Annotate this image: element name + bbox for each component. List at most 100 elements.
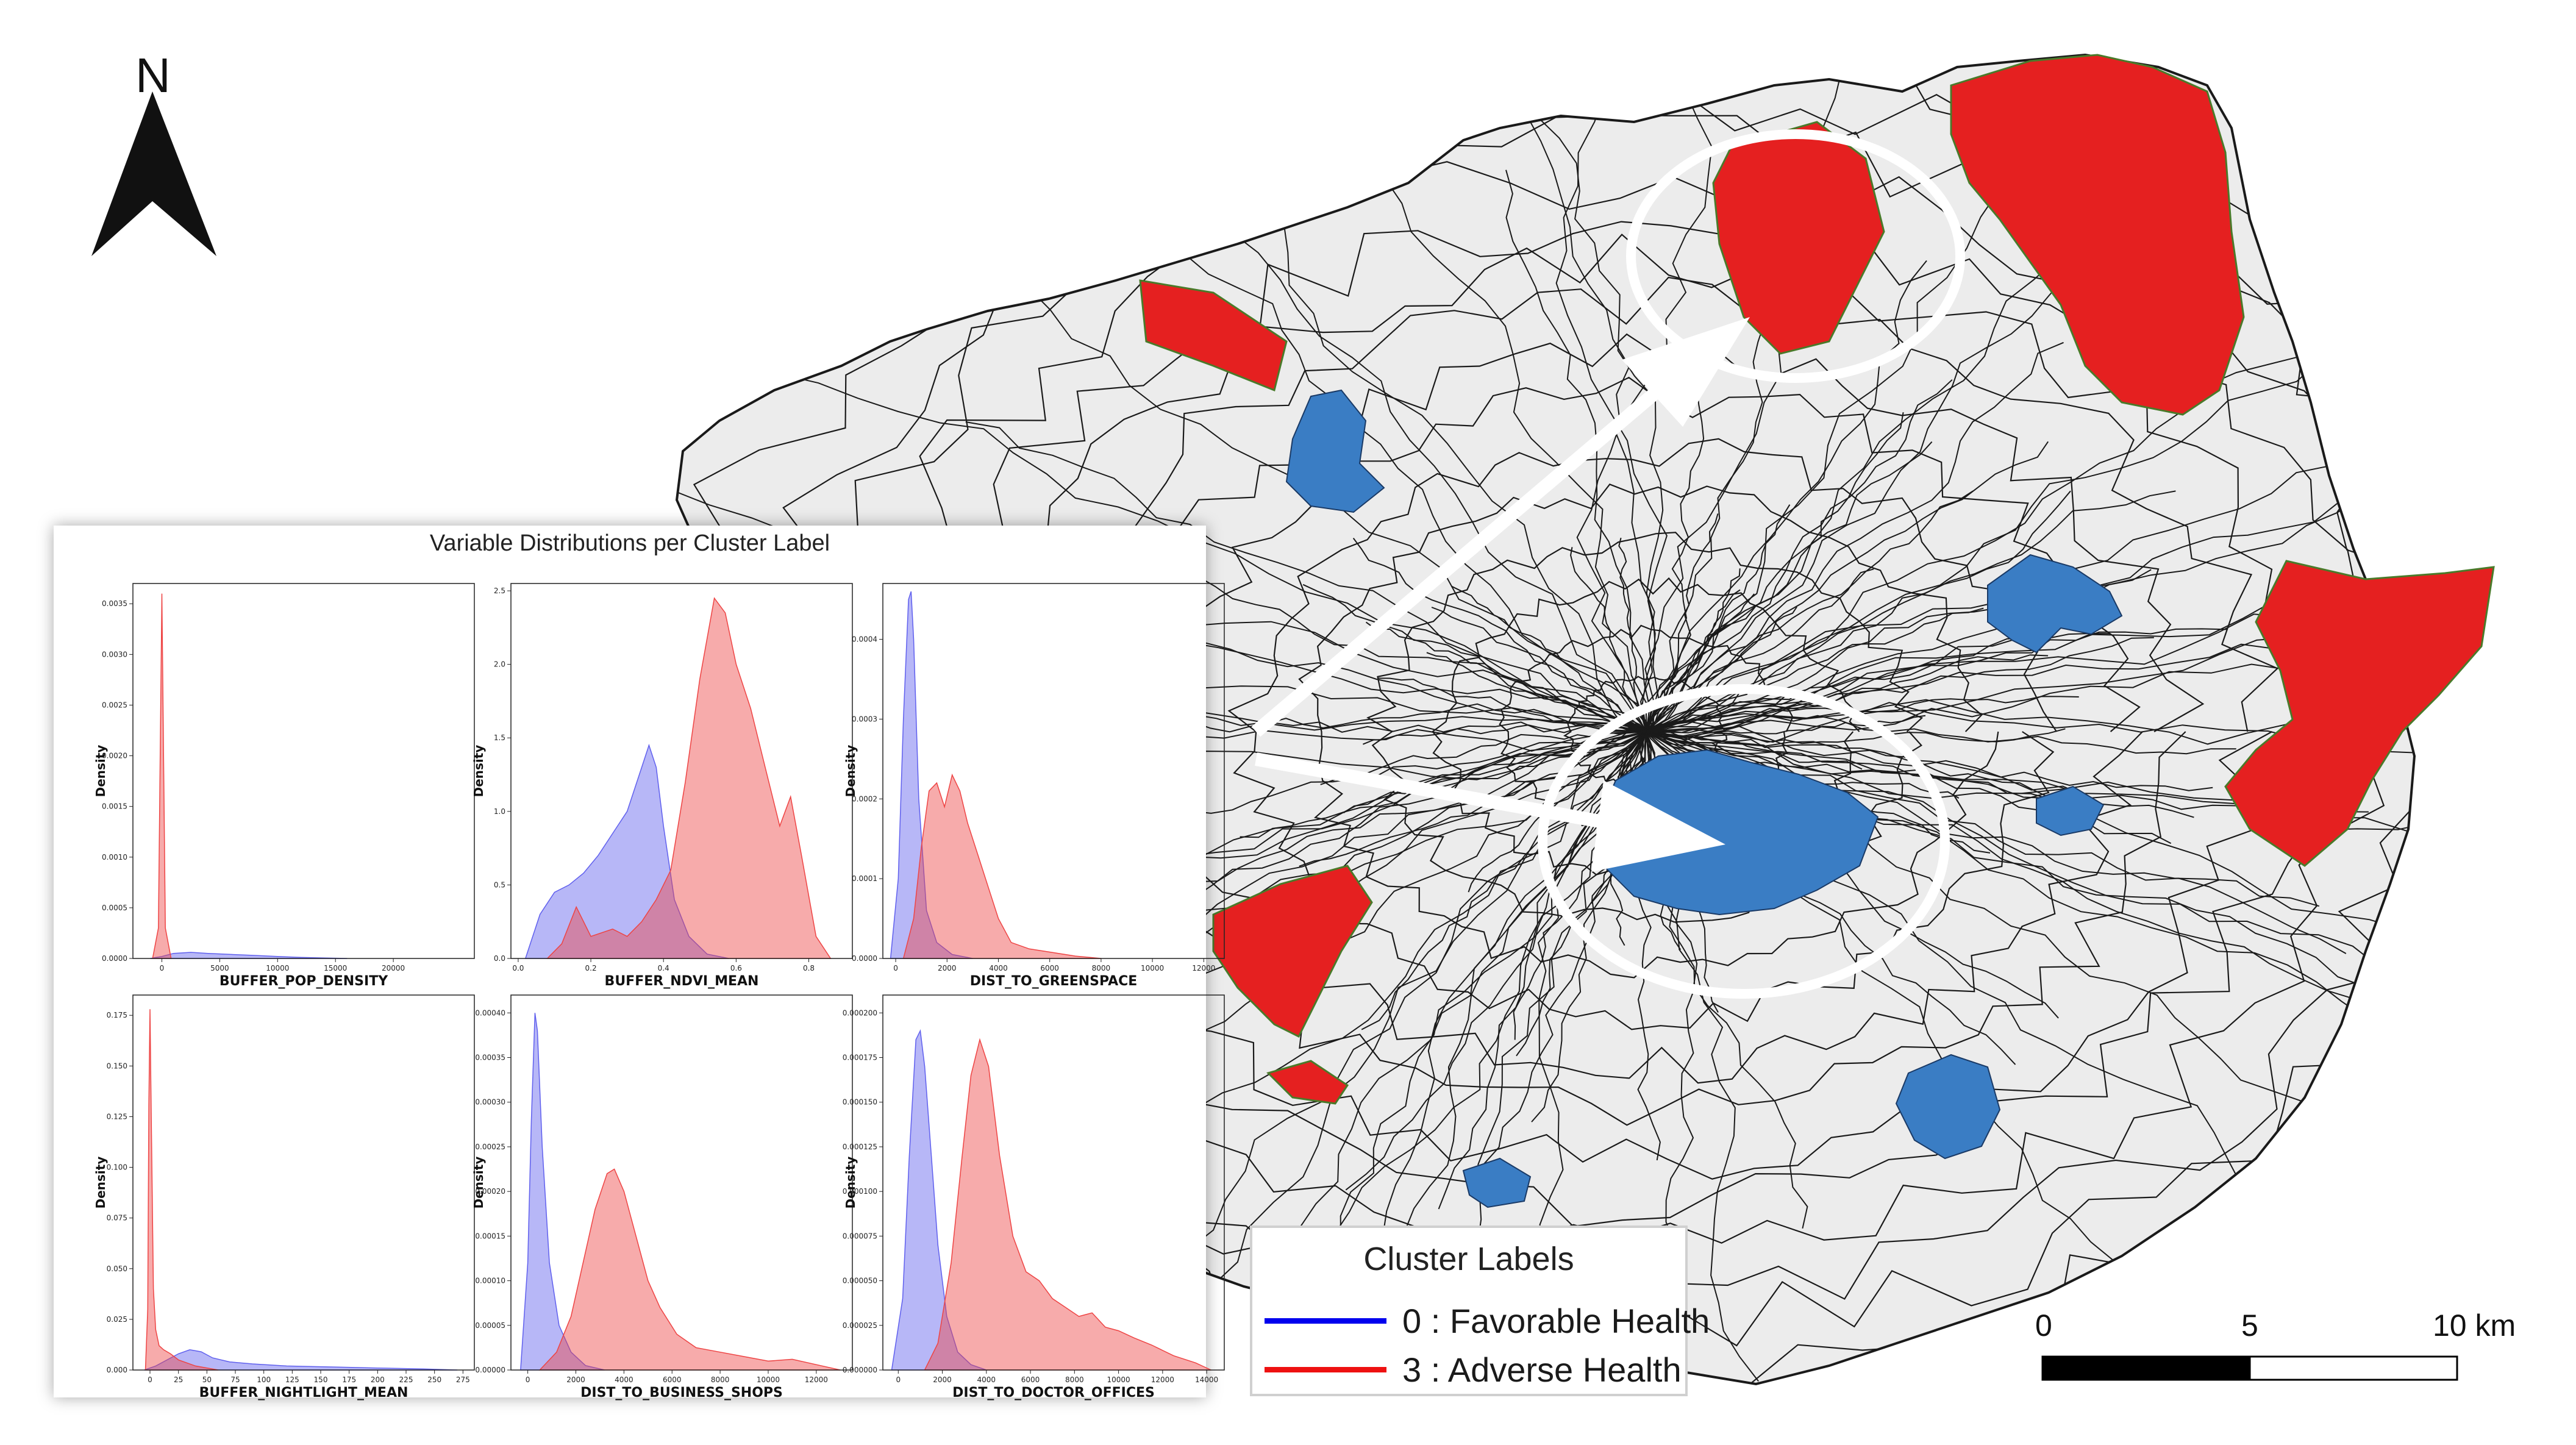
boundary-line [1646,651,2414,733]
favorable-area-5 [1462,1157,1532,1208]
boundary-line [1431,607,1647,732]
x-tick-label: 0.6 [730,964,742,972]
plot-frame [882,994,1225,1371]
boundary-line [1150,731,1647,820]
y-axis-label: Density [93,1157,108,1209]
x-axis-label: BUFFER_POP_DENSITY [219,974,388,989]
x-tick-label: 175 [342,1375,356,1384]
adverse-area-3 [2224,560,2495,867]
y-tick-label: 0.00000 [475,1366,505,1374]
boundary-line [1646,379,1953,732]
density-area-cluster-0 [891,1029,987,1371]
legend-label-favorable: 0 : Favorable Health [1402,1301,1710,1340]
boundary-line [1374,90,1647,732]
favorable-health-areas [1285,389,2123,1208]
x-tick-label: 0.8 [803,964,815,972]
highlight-annotations [1251,129,1965,999]
boundary-line [1255,731,1647,1303]
x-tick-label: 4000 [989,964,1008,972]
legend-title: Cluster Labels [1363,1241,1574,1277]
callout-arrowhead-north [1622,317,1750,427]
x-tick-label: 150 [314,1375,328,1384]
boundary-line [1646,637,2154,732]
x-tick-label: 10000 [1141,964,1164,972]
x-tick-label: 0 [896,1375,901,1384]
y-tick-label: 0.00040 [475,1008,505,1017]
x-tick-label: 0.4 [658,964,669,972]
boundary-line [1377,677,1647,732]
boundary-line [1646,607,1984,732]
y-tick-label: 2.5 [494,587,505,595]
boundary-line [1150,204,1647,732]
x-tick-label: 6000 [1021,1375,1040,1384]
scale-bar-white [2249,1355,2458,1381]
x-tick-label: 0 [526,1375,530,1384]
y-axis-label: Density [471,745,486,797]
legend-swatch-adverse [1265,1366,1386,1372]
inset-title: Variable Distributions per Cluster Label [429,530,830,556]
boundary-line [1646,441,2049,732]
north-arrow-icon [91,91,216,256]
boundary-line [1646,702,2414,754]
kde-panel-buffer-nightlight-mean: 0 25 50 75 100 125 150 175 200 225 250 275 0.000 0.02… [93,989,475,1404]
x-tick-label: 125 [285,1375,299,1384]
plot-frame [882,583,1225,959]
north-label: N [135,48,171,102]
x-tick-label: 10000 [1107,1375,1130,1384]
boundary-line [1525,55,1647,732]
x-axis-label: DIST_TO_GREENSPACE [970,974,1138,989]
x-tick-label: 8000 [1065,1375,1084,1384]
y-tick-label: 0.050 [107,1265,127,1273]
callout-arrow-north [1251,385,1663,737]
boundary-line [1646,654,2049,732]
kde-plot: 0 5000 10000 15000 20000 0.0000 0.0005 0.0010 0.… [93,583,475,989]
x-axis-label: BUFFER_NDVI_MEAN [605,974,759,989]
y-tick-label: 0.000125 [843,1143,877,1151]
plot-frame [132,583,475,959]
y-tick-label: 0.0005 [102,904,127,912]
scale-label-5: 5 [2241,1308,2258,1343]
y-tick-label: 0.00025 [475,1143,505,1151]
x-tick-label: 100 [257,1375,271,1384]
y-tick-label: 0.0010 [102,853,127,862]
boundary-line [1426,652,1647,732]
y-tick-label: 0.000 [107,1366,127,1374]
favorable-area-0 [1285,389,1385,513]
callout-arrowhead-center [1591,780,1725,872]
boundary-line [1646,606,1797,732]
boundary-line [1640,260,1927,732]
y-tick-label: 0.0001 [852,874,877,883]
density-area-cluster-0 [144,1349,458,1371]
kde-panel-dist-to-business-shops: 0 2000 4000 6000 8000 10000 12000 0.00000 0.0000… [471,989,853,1404]
highlight-ellipse-center [1538,684,1950,999]
y-tick-label: 0.00020 [475,1187,505,1196]
y-tick-label: 0.5 [494,880,505,889]
callout-arrow-center [1255,752,1611,830]
y-tick-label: 0.000150 [843,1098,877,1107]
y-axis-label: Density [843,745,858,797]
legend-label-adverse: 3 : Adverse Health [1402,1350,1682,1389]
y-tick-label: 0.0004 [852,635,877,644]
scale-label-0: 0 [2035,1308,2052,1343]
y-tick-label: 0.0030 [102,650,127,658]
boundary-ring [1298,483,1999,979]
boundary-line [1646,338,1712,732]
x-tick-label: 20000 [382,964,405,972]
boundary-line [1352,538,1647,732]
adverse-area-1 [1712,121,1885,355]
x-tick-label: 200 [371,1375,385,1384]
y-tick-label: 0.0020 [102,752,127,760]
favorable-area-1 [1987,554,2123,654]
x-axis-label: DIST_TO_BUSINESS_SHOPS [580,1385,783,1400]
y-tick-label: 0.00010 [475,1277,505,1285]
distribution-inset: Variable Distributions per Cluster Label… [54,526,1225,1400]
y-tick-label: 0.0003 [852,715,877,723]
y-tick-label: 0.025 [107,1315,127,1324]
y-tick-label: 0.00030 [475,1098,505,1107]
x-tick-label: 6000 [1040,964,1059,972]
kde-plot: 0 2000 4000 6000 8000 10000 12000 0.0000 0.0001 0… [843,583,1225,989]
legend-item-favorable: 0 : Favorable Health [1265,1296,1710,1345]
y-tick-label: 1.0 [494,807,505,816]
kde-plot: 0.0 0.2 0.4 0.6 0.8 0.0 0.5 1.0 1.5 2.0 2.5 BUFFER_… [471,583,853,989]
density-area-cluster-3 [546,597,832,959]
